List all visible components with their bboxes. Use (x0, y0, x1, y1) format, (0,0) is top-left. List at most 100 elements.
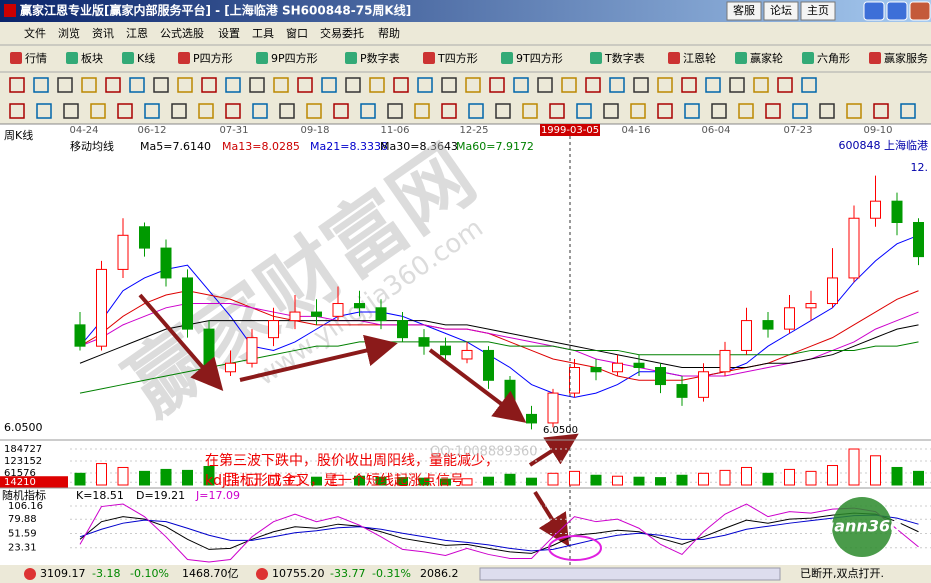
tool-icon[interactable] (90, 103, 106, 119)
tool-icon[interactable] (153, 77, 169, 93)
tool-icon[interactable] (306, 103, 322, 119)
title-button[interactable] (800, 1, 836, 21)
tool-icon[interactable] (609, 77, 625, 93)
tool-icon[interactable] (273, 77, 289, 93)
tool-icon[interactable] (345, 77, 361, 93)
tool-icon[interactable] (297, 77, 313, 93)
scrollbar[interactable] (479, 567, 781, 581)
tool-icon[interactable] (225, 77, 241, 93)
toolbar-button[interactable]: 赢家轮 (750, 51, 783, 65)
window-control[interactable] (886, 1, 908, 21)
tool-icon[interactable] (705, 77, 721, 93)
tool-icon[interactable] (777, 77, 793, 93)
tool-icon[interactable] (144, 103, 160, 119)
tool-icon[interactable] (753, 77, 769, 93)
tool-icon[interactable] (9, 103, 25, 119)
tool-icon[interactable] (633, 77, 649, 93)
toolbar-button[interactable]: 行情 (25, 52, 47, 65)
tool-icon[interactable] (249, 77, 265, 93)
tool-icon[interactable] (81, 77, 97, 93)
tool-icon[interactable] (522, 103, 538, 119)
tool-icon[interactable] (252, 103, 268, 119)
menu-item[interactable]: 窗口 (286, 26, 308, 40)
tool-icon[interactable] (681, 77, 697, 93)
tool-icon[interactable] (321, 77, 337, 93)
tool-icon[interactable] (792, 103, 808, 119)
window-control[interactable] (909, 1, 931, 21)
tool-icon[interactable] (171, 103, 187, 119)
menu-item[interactable]: 江恩 (126, 27, 148, 40)
toolbar-button[interactable]: 板块 (81, 51, 103, 65)
title-button-label[interactable]: 客服 (733, 3, 755, 17)
toolbar-icon[interactable] (590, 52, 602, 64)
tool-icon[interactable] (657, 77, 673, 93)
toolbar-button[interactable]: K线 (137, 51, 155, 65)
tool-icon[interactable] (177, 77, 193, 93)
toolbar-button[interactable]: 9T四方形 (516, 51, 563, 65)
tool-icon[interactable] (393, 77, 409, 93)
toolbar-icon[interactable] (501, 52, 513, 64)
tool-icon[interactable] (765, 103, 781, 119)
tool-icon[interactable] (129, 77, 145, 93)
tool-icon[interactable] (105, 77, 121, 93)
menu-item[interactable]: 公式选股 (160, 27, 204, 40)
title-button-label[interactable]: 主页 (807, 4, 829, 17)
toolbar-icon[interactable] (735, 52, 747, 64)
toolbar-button[interactable]: P四方形 (193, 51, 233, 65)
tool-icon[interactable] (117, 103, 133, 119)
tool-icon[interactable] (36, 103, 52, 119)
tool-icon[interactable] (513, 77, 529, 93)
toolbar-icon[interactable] (256, 52, 268, 64)
tool-icon[interactable] (33, 77, 49, 93)
tool-icon[interactable] (468, 103, 484, 119)
toolbar-button[interactable]: 赢家服务 (884, 51, 928, 65)
tool-icon[interactable] (684, 103, 700, 119)
menu-item[interactable]: 交易委托 (320, 26, 364, 40)
tool-icon[interactable] (414, 103, 430, 119)
toolbar-icon[interactable] (66, 52, 78, 64)
title-button[interactable] (726, 1, 762, 21)
tool-icon[interactable] (630, 103, 646, 119)
toolbar-icon[interactable] (178, 52, 190, 64)
tool-icon[interactable] (495, 103, 511, 119)
tool-icon[interactable] (201, 77, 217, 93)
tool-icon[interactable] (489, 77, 505, 93)
tool-icon[interactable] (537, 77, 553, 93)
toolbar-button[interactable]: 江恩轮 (683, 51, 716, 65)
window-control[interactable] (863, 1, 885, 21)
tool-icon[interactable] (846, 103, 862, 119)
tool-icon[interactable] (387, 103, 403, 119)
tool-icon[interactable] (369, 77, 385, 93)
tool-icon[interactable] (225, 103, 241, 119)
toolbar-icon[interactable] (423, 52, 435, 64)
menu-item[interactable]: 浏览 (58, 26, 80, 40)
tool-icon[interactable] (360, 103, 376, 119)
toolbar-icon[interactable] (345, 52, 357, 64)
tool-icon[interactable] (63, 103, 79, 119)
toolbar-icon[interactable] (10, 52, 22, 64)
toolbar-icon[interactable] (802, 52, 814, 64)
tool-icon[interactable] (9, 77, 25, 93)
tool-icon[interactable] (729, 77, 745, 93)
toolbar-icon[interactable] (122, 52, 134, 64)
tool-icon[interactable] (57, 77, 73, 93)
tool-icon[interactable] (576, 103, 592, 119)
tool-icon[interactable] (198, 103, 214, 119)
tool-icon[interactable] (819, 103, 835, 119)
menu-item[interactable]: 资讯 (92, 27, 114, 40)
menu-item[interactable]: 文件 (24, 26, 46, 40)
title-button[interactable] (763, 1, 799, 21)
tool-icon[interactable] (333, 103, 349, 119)
menu-item[interactable]: 工具 (252, 27, 274, 40)
toolbar-button[interactable]: P数字表 (360, 51, 400, 65)
tool-icon[interactable] (441, 103, 457, 119)
tool-icon[interactable] (441, 77, 457, 93)
tool-icon[interactable] (465, 77, 481, 93)
tool-icon[interactable] (657, 103, 673, 119)
toolbar-button[interactable]: 9P四方形 (271, 51, 318, 65)
toolbar-icon[interactable] (869, 52, 881, 64)
tool-icon[interactable] (279, 103, 295, 119)
tool-icon[interactable] (549, 103, 565, 119)
tool-icon[interactable] (603, 103, 619, 119)
title-button-label[interactable]: 论坛 (770, 3, 792, 17)
